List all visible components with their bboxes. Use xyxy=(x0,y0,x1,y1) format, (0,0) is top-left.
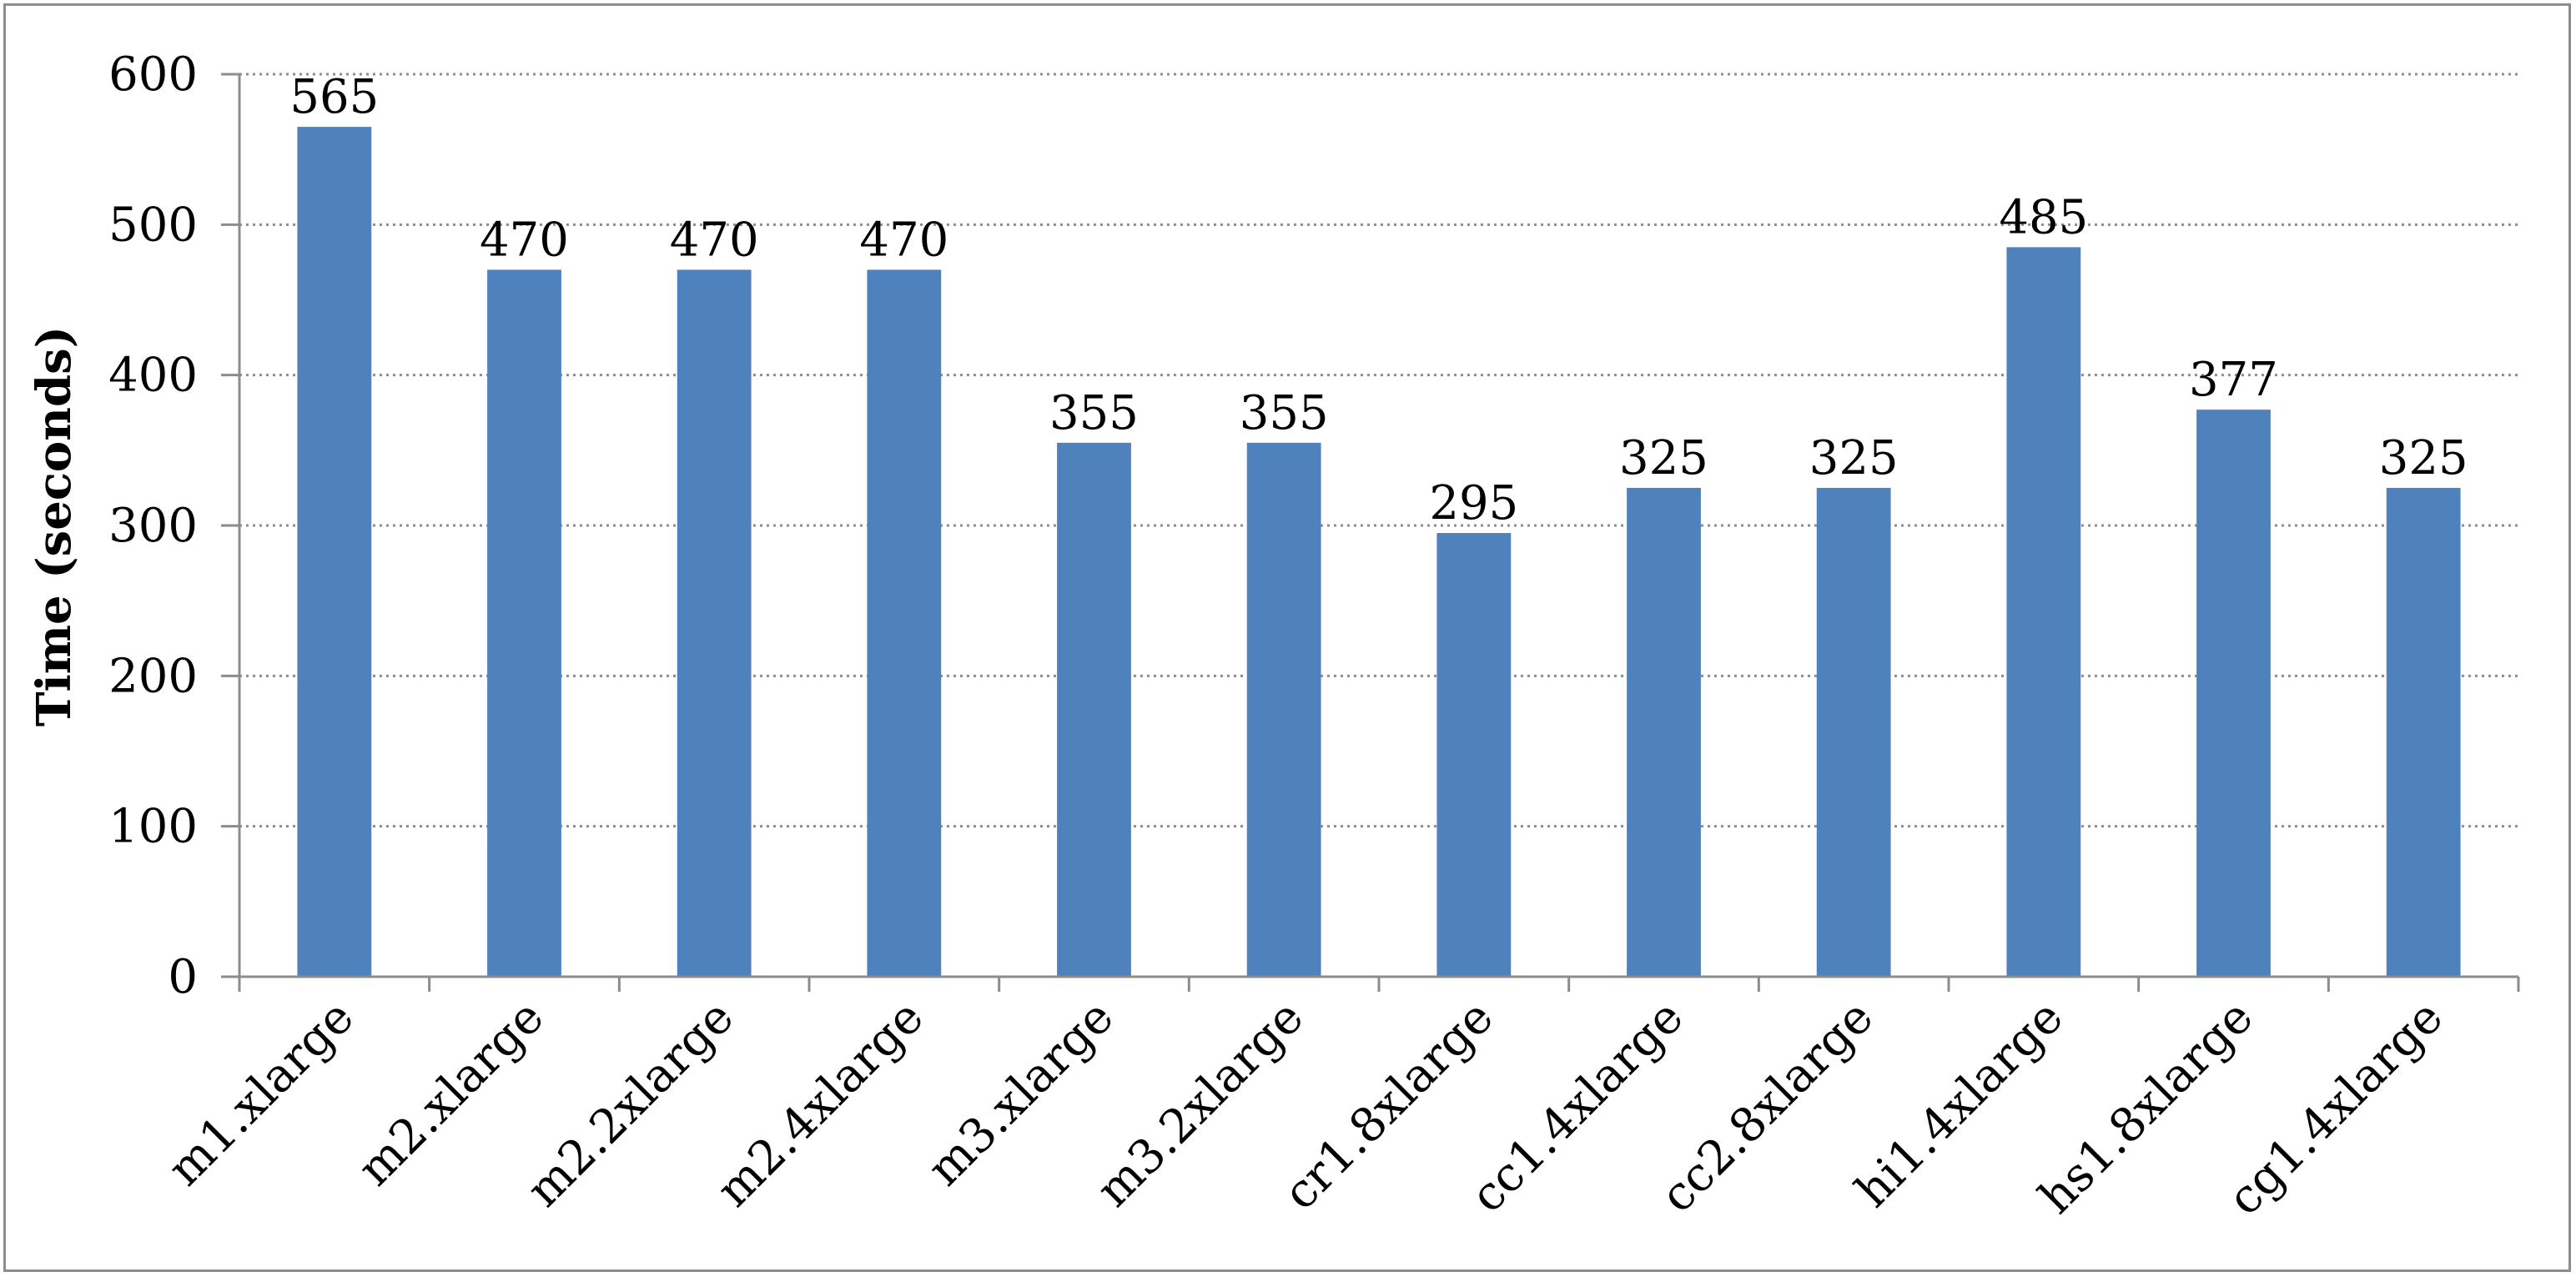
x-tick-label: m2.xlarge xyxy=(348,990,555,1197)
data-label: 470 xyxy=(859,213,948,267)
bars xyxy=(297,127,2461,978)
data-label: 485 xyxy=(1999,190,2088,244)
data-label: 355 xyxy=(1049,386,1139,440)
data-label: 325 xyxy=(1809,431,1899,485)
data-label: 295 xyxy=(1429,476,1518,530)
bar xyxy=(1246,442,1321,977)
bar xyxy=(1816,487,1891,977)
data-label: 325 xyxy=(2379,431,2468,485)
x-tick-label: m1.xlarge xyxy=(158,990,365,1197)
bar xyxy=(1057,442,1131,977)
data-label: 377 xyxy=(2189,353,2278,407)
chart-frame: 0 100 200 300 400 500 600 565 m1.xlarge 470 m2.xla… xyxy=(3,3,2571,1272)
x-tick-label: m2.4xlarge xyxy=(707,990,934,1218)
y-tick-label: 400 xyxy=(108,349,198,403)
y-tick-label: 0 xyxy=(168,950,198,1004)
bar xyxy=(1436,533,1512,977)
axes xyxy=(221,73,2520,992)
bar xyxy=(2196,410,2271,978)
bar xyxy=(487,269,561,977)
y-tick-label: 600 xyxy=(108,48,198,102)
bar xyxy=(867,269,942,977)
bar-chart: 0 100 200 300 400 500 600 565 m1.xlarge 470 m2.xla… xyxy=(27,48,2520,1226)
y-tick-label: 200 xyxy=(108,649,198,703)
y-tick-label: 300 xyxy=(108,499,198,553)
x-tick-label: m3.xlarge xyxy=(918,990,1124,1197)
y-tick-label: 500 xyxy=(108,198,198,252)
y-axis-title: Time (seconds) xyxy=(27,326,82,726)
bar xyxy=(2006,247,2081,978)
data-label: 355 xyxy=(1240,386,1329,440)
data-label: 565 xyxy=(289,70,379,124)
data-label: 470 xyxy=(670,213,759,267)
bar xyxy=(297,127,372,977)
gridlines xyxy=(239,73,2518,828)
data-label: 325 xyxy=(1619,431,1708,485)
data-label: 470 xyxy=(480,213,569,267)
bar xyxy=(2386,487,2461,977)
bar xyxy=(677,269,752,977)
bar xyxy=(1627,487,1701,977)
y-tick-label: 100 xyxy=(108,800,198,854)
